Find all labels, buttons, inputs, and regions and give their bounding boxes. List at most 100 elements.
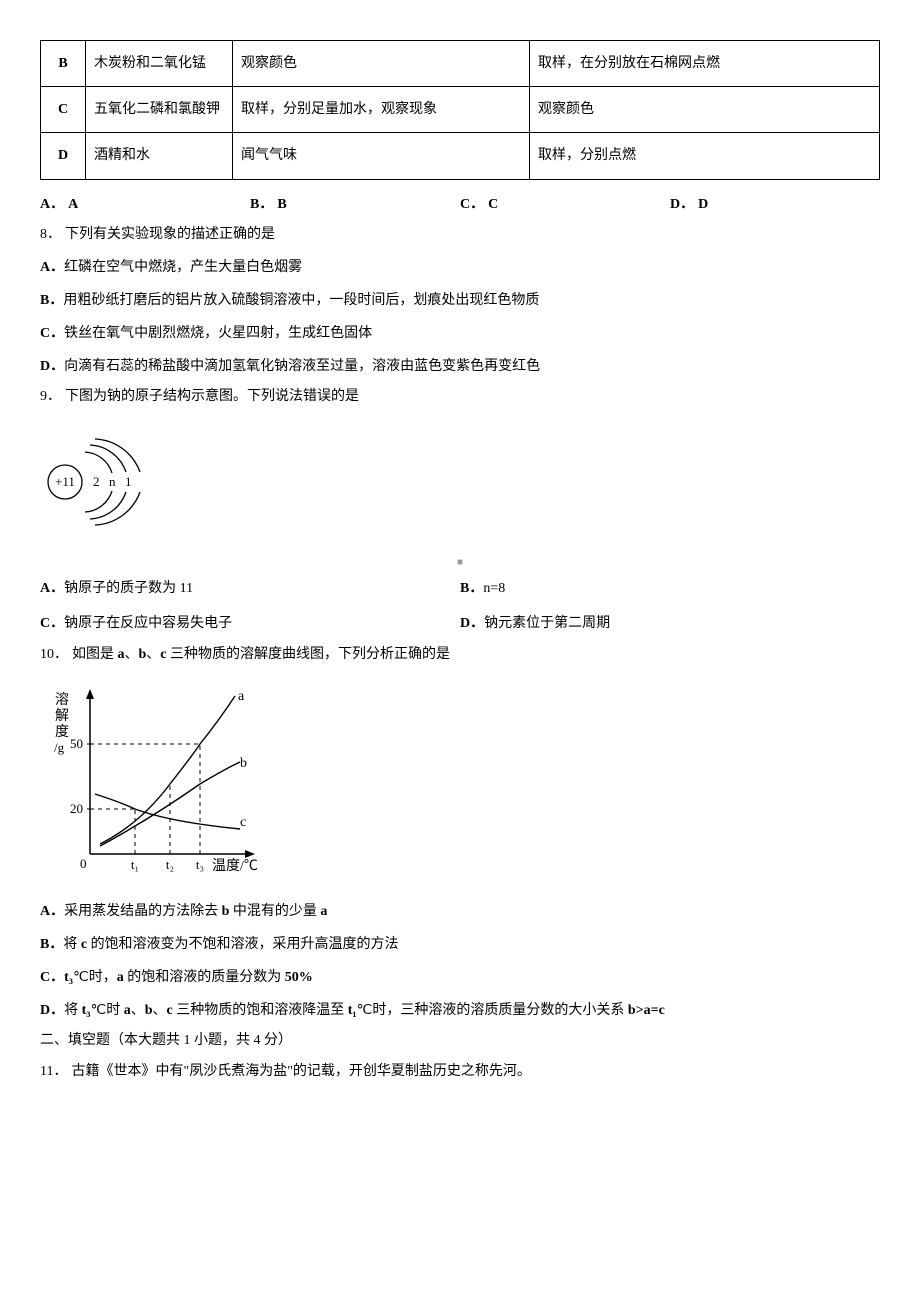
question-text: 下图为钠的原子结构示意图。下列说法错误的是 (65, 382, 359, 413)
q9-opt-d: D．钠元素位于第二周期 (460, 609, 880, 640)
row-col2: 闻气气味 (233, 133, 530, 179)
question-text: 如图是 a、b、c 三种物质的溶解度曲线图，下列分析正确的是 (72, 640, 450, 671)
choice-a: A． A (40, 190, 250, 221)
q8-opt-c: C．铁丝在氧气中剧烈燃烧，火星四射，生成红色固体 (40, 319, 880, 350)
q9-opt-b: B．n=8 (460, 574, 880, 605)
row-col1: 五氧化二磷和氯酸钾 (86, 87, 233, 133)
shell-label-3: 1 (125, 474, 132, 489)
q8-opt-d: D．向滴有石蕊的稀盐酸中滴加氢氧化钠溶液至过量，溶液由蓝色变紫色再变红色 (40, 352, 880, 383)
option-label: C． (40, 609, 64, 640)
q8-opt-b: B．用粗砂纸打磨后的铝片放入硫酸铜溶液中，一段时间后，划痕处出现红色物质 (40, 286, 880, 317)
option-text: 钠原子的质子数为 11 (64, 574, 193, 605)
q10-opt-d: D．将 t₃℃时 a、b、c 三种物质的饱和溶液降温至 t₁℃时，三种溶液的溶质… (40, 996, 880, 1027)
choice-text: D (698, 190, 708, 221)
x-tick-label: t₃ (196, 857, 204, 872)
option-label: C． (40, 970, 64, 985)
question-number: 8． (40, 220, 61, 251)
option-label: B． (40, 293, 63, 308)
row-col3: 取样，分别点燃 (530, 133, 880, 179)
opt-text: a (117, 970, 124, 985)
y-axis-label-line: 溶 (55, 692, 69, 708)
option-label: D． (40, 1003, 64, 1018)
opt-text: 将 (63, 937, 81, 952)
stem-part: 如图是 (72, 647, 118, 662)
choice-b: B． B (250, 190, 460, 221)
shell-arc (95, 439, 140, 472)
option-text: 钠原子在反应中容易失电子 (64, 609, 232, 640)
opt-text: 中混有的少量 (229, 904, 320, 919)
opt-text: 50% (285, 970, 313, 985)
opt-text: 的饱和溶液的质量分数为 (124, 970, 285, 985)
question-number: 11． (40, 1057, 67, 1088)
y-axis-label-line: 度 (55, 724, 69, 740)
curve-label-b: b (240, 756, 247, 771)
question-text: 古籍《世本》中有"夙沙氏煮海为盐"的记载，开创华夏制盐历史之称先河。 (71, 1057, 530, 1088)
question-number: 9． (40, 382, 61, 413)
row-col2: 观察颜色 (233, 41, 530, 87)
stem-part: 、 (146, 647, 160, 662)
x-axis-arrow (245, 850, 255, 858)
option-text: n=8 (483, 574, 505, 605)
q10-opt-a: A．采用蒸发结晶的方法除去 b 中混有的少量 a (40, 897, 880, 928)
stem-part: 、 (125, 647, 139, 662)
q9-opt-a: A．钠原子的质子数为 11 (40, 574, 460, 605)
center-marker: ■ (40, 558, 880, 568)
opt-text: b>a=c (628, 1003, 665, 1018)
row-col1: 酒精和水 (86, 133, 233, 179)
row-col3: 观察颜色 (530, 87, 880, 133)
opt-text: 采用蒸发结晶的方法除去 (64, 904, 222, 919)
q9-opts-row1: A．钠原子的质子数为 11 B．n=8 (40, 574, 880, 605)
y-axis-label-line: 解 (55, 708, 69, 724)
curve-label-a: a (238, 689, 245, 704)
solubility-svg: 50 20 溶 解 度 /g 0 a b c t₁ t₂ t₃ 温度/℃ (40, 674, 280, 874)
opt-text: 的饱和溶液变为不饱和溶液，采用升高温度的方法 (87, 937, 399, 952)
choice-label: D． (670, 190, 694, 221)
choice-d: D． D (670, 190, 880, 221)
q9-stem: 9． 下图为钠的原子结构示意图。下列说法错误的是 (40, 382, 880, 413)
option-label: C． (40, 326, 64, 341)
shell-arc (90, 445, 126, 472)
opt-text: ℃时，三种溶液的溶质质量分数的大小关系 (357, 1003, 628, 1018)
shell-label-1: 2 (93, 474, 100, 489)
table-row: D 酒精和水 闻气气味 取样，分别点燃 (41, 133, 880, 179)
row-col1: 木炭粉和二氧化锰 (86, 41, 233, 87)
x-axis-label: 温度/℃ (212, 858, 258, 874)
atom-svg: +11 2 n 1 (40, 427, 160, 537)
shell-arc (85, 452, 112, 473)
option-text: 用粗砂纸打磨后的铝片放入硫酸铜溶液中，一段时间后，划痕处出现红色物质 (63, 293, 539, 308)
opt-text: 、 (153, 1003, 167, 1018)
q11-stem: 11． 古籍《世本》中有"夙沙氏煮海为盐"的记载，开创华夏制盐历史之称先河。 (40, 1057, 880, 1088)
option-label: B． (40, 937, 63, 952)
y-tick-label: 50 (70, 736, 83, 751)
opt-text: a (124, 1003, 131, 1018)
question-text: 下列有关实验现象的描述正确的是 (65, 220, 275, 251)
q10-opt-c: C．t₃℃时，a 的饱和溶液的质量分数为 50% (40, 963, 880, 994)
opt-text: 将 (64, 1003, 82, 1018)
atom-structure-diagram: +11 2 n 1 (40, 427, 880, 550)
table-row: B 木炭粉和二氧化锰 观察颜色 取样，在分别放在石棉网点燃 (41, 41, 880, 87)
row-col2: 取样，分别足量加水，观察现象 (233, 87, 530, 133)
curve-b (100, 762, 240, 846)
y-tick-label: 20 (70, 801, 83, 816)
opt-text: ℃时 (90, 1003, 123, 1018)
shell-arc (85, 491, 112, 512)
choice-text: B (277, 190, 286, 221)
choice-text: C (488, 190, 498, 221)
y-axis-arrow (86, 689, 94, 699)
choice-label: A． (40, 190, 64, 221)
opt-text: ℃时， (73, 970, 117, 985)
option-text: 红磷在空气中燃烧，产生大量白色烟雾 (64, 260, 302, 275)
opt-text: 、 (131, 1003, 145, 1018)
q7-choices: A． A B． B C． C D． D (40, 190, 880, 221)
stem-part: 三种物质的溶解度曲线图，下列分析正确的是 (167, 647, 451, 662)
nucleus-label: +11 (55, 474, 75, 489)
solubility-chart: 50 20 溶 解 度 /g 0 a b c t₁ t₂ t₃ 温度/℃ (40, 674, 880, 887)
shell-arc (95, 492, 140, 525)
option-text: 铁丝在氧气中剧烈燃烧，火星四射，生成红色固体 (64, 326, 372, 341)
option-text: 钠元素位于第二周期 (484, 609, 610, 640)
stem-part: a (118, 647, 125, 662)
option-label: A． (40, 574, 64, 605)
y-axis-label-line: /g (54, 740, 65, 755)
shell-label-2: n (109, 474, 116, 489)
choice-c: C． C (460, 190, 670, 221)
